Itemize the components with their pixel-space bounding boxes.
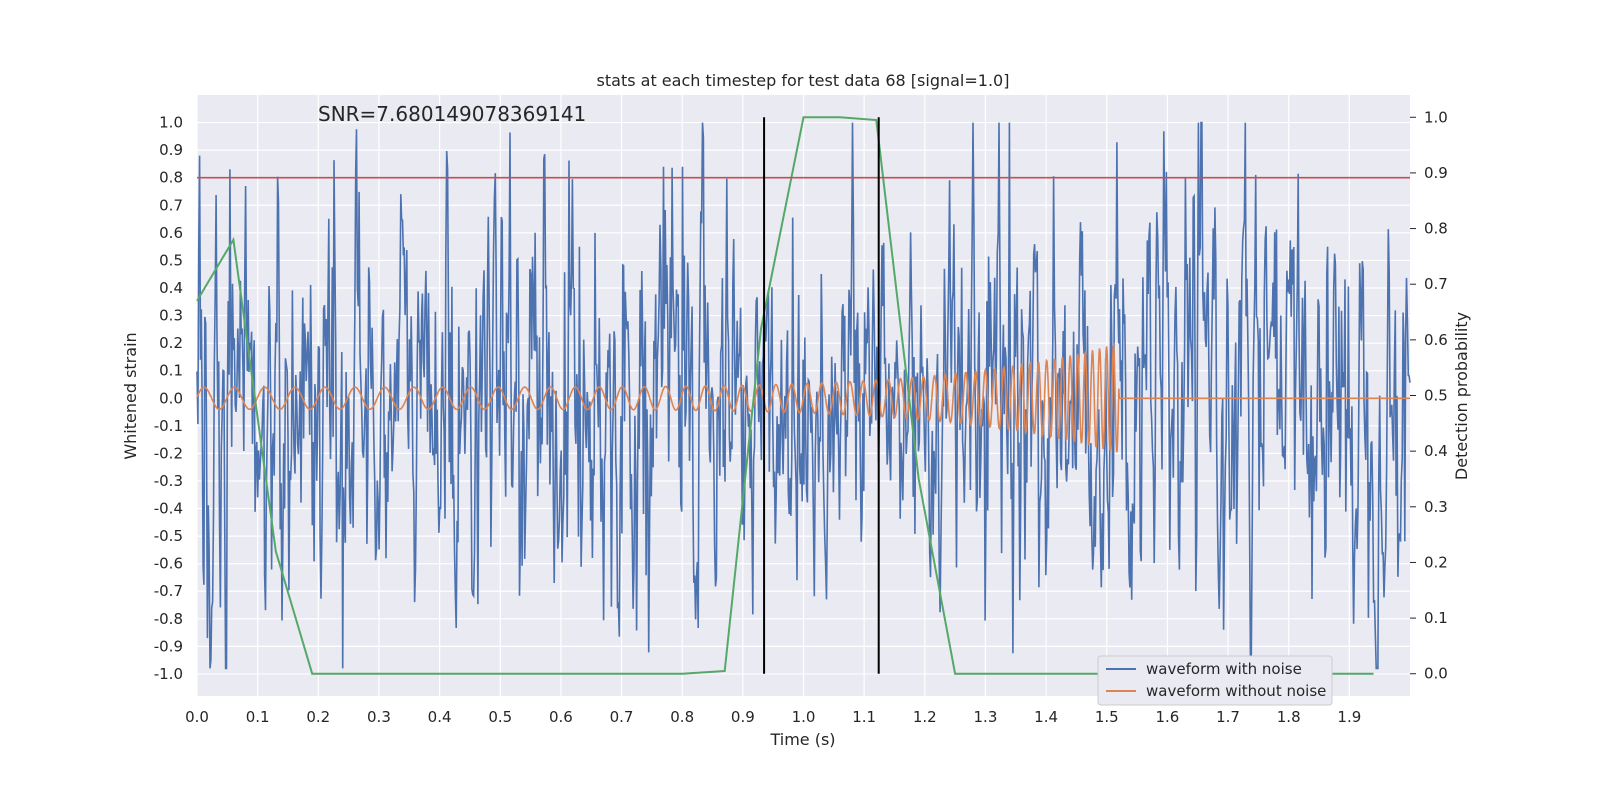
y-left-tick-label: 0.8	[159, 169, 183, 187]
y-right-tick-label: 0.1	[1424, 609, 1448, 627]
y-right-tick-label: 0.5	[1424, 387, 1448, 405]
x-tick-label: 1.4	[1034, 708, 1058, 726]
y-left-tick-label: -0.8	[154, 610, 183, 628]
y-right-axis-ticks: 1.0 0.9 0.8 0.7 0.6 0.5 0.4 0.3 0.2 0.1 0.0	[1410, 108, 1448, 683]
markers-layer	[197, 117, 1410, 674]
y-right-tick-label: 0.4	[1424, 442, 1448, 460]
x-tick-label: 1.7	[1216, 708, 1240, 726]
x-tick-label: 1.3	[974, 708, 998, 726]
y-left-tick-label: 0.9	[159, 141, 183, 159]
legend: waveform with noise waveform without noi…	[1097, 655, 1333, 706]
y-left-tick-label: -0.3	[154, 472, 183, 490]
y-right-tick-label: 0.6	[1424, 331, 1448, 349]
snr-annotation: SNR=7.680149078369141	[318, 102, 586, 126]
y-left-tick-label: -0.2	[154, 444, 183, 462]
y-right-tick-label: 0.8	[1424, 220, 1448, 238]
x-tick-label: 0.5	[488, 708, 512, 726]
x-tick-label: 1.0	[792, 708, 816, 726]
series-detection-probability	[196, 116, 1374, 675]
x-tick-label: 0.2	[306, 708, 330, 726]
y-left-tick-label: 1.0	[159, 114, 183, 132]
x-tick-label: 0.1	[246, 708, 270, 726]
series-layer	[196, 116, 1411, 675]
y-right-axis-label: Detection probability	[1452, 312, 1471, 480]
x-tick-label: 1.6	[1155, 708, 1179, 726]
legend-label-noisy: waveform with noise	[1146, 660, 1302, 678]
y-right-tick-label: 0.0	[1424, 665, 1448, 683]
series-waveform-without-noise	[196, 342, 1410, 453]
x-tick-label: 0.9	[731, 708, 755, 726]
x-tick-label: 1.9	[1337, 708, 1361, 726]
chart-title: stats at each timestep for test data 68 …	[597, 71, 1010, 90]
y-left-tick-label: 0.1	[159, 362, 183, 380]
x-tick-label: 0.4	[428, 708, 452, 726]
y-right-tick-label: 0.3	[1424, 498, 1448, 516]
y-left-tick-label: -0.9	[154, 637, 183, 655]
y-left-tick-label: 0.4	[159, 279, 183, 297]
y-right-tick-label: 1.0	[1424, 108, 1448, 126]
y-left-tick-label: -0.1	[154, 417, 183, 435]
x-tick-label: 0.6	[549, 708, 573, 726]
y-right-tick-label: 0.7	[1424, 275, 1448, 293]
x-tick-label: 1.2	[913, 708, 937, 726]
x-tick-label: 0.8	[670, 708, 694, 726]
x-tick-label: 1.8	[1277, 708, 1301, 726]
y-left-tick-label: -1.0	[154, 665, 183, 683]
x-tick-label: 0.7	[610, 708, 634, 726]
y-left-tick-label: 0.2	[159, 334, 183, 352]
y-left-tick-label: -0.5	[154, 527, 183, 545]
y-left-axis-label: Whitened strain	[121, 332, 140, 459]
y-right-tick-label: 0.9	[1424, 164, 1448, 182]
x-tick-label: 0.0	[185, 708, 209, 726]
legend-label-clean: waveform without noise	[1146, 682, 1326, 700]
x-tick-label: 1.5	[1095, 708, 1119, 726]
y-right-tick-label: 0.2	[1424, 553, 1448, 571]
x-axis-label: Time (s)	[769, 730, 835, 749]
y-left-tick-label: -0.4	[154, 500, 183, 518]
y-left-tick-label: -0.7	[154, 582, 183, 600]
y-left-tick-label: 0.3	[159, 307, 183, 325]
y-left-tick-label: -0.6	[154, 555, 183, 573]
legend-frame	[1097, 655, 1333, 706]
x-axis-ticks: 0.0 0.1 0.2 0.3 0.4 0.5 0.6 0.7 0.8 0.9 1.0 1.1 1.2 1…	[185, 708, 1361, 726]
y-left-axis-ticks: 1.0 0.9 0.8 0.7 0.6 0.5 0.4 0.3 0.2 0.1 0.0 -0.1 -0.…	[154, 114, 183, 683]
y-left-tick-label: 0.6	[159, 224, 183, 242]
y-left-tick-label: 0.7	[159, 196, 183, 214]
y-left-tick-label: 0.0	[159, 389, 183, 407]
y-left-tick-label: 0.5	[159, 251, 183, 269]
series-waveform-with-noise	[196, 121, 1411, 670]
x-tick-label: 1.1	[852, 708, 876, 726]
x-tick-label: 0.3	[367, 708, 391, 726]
